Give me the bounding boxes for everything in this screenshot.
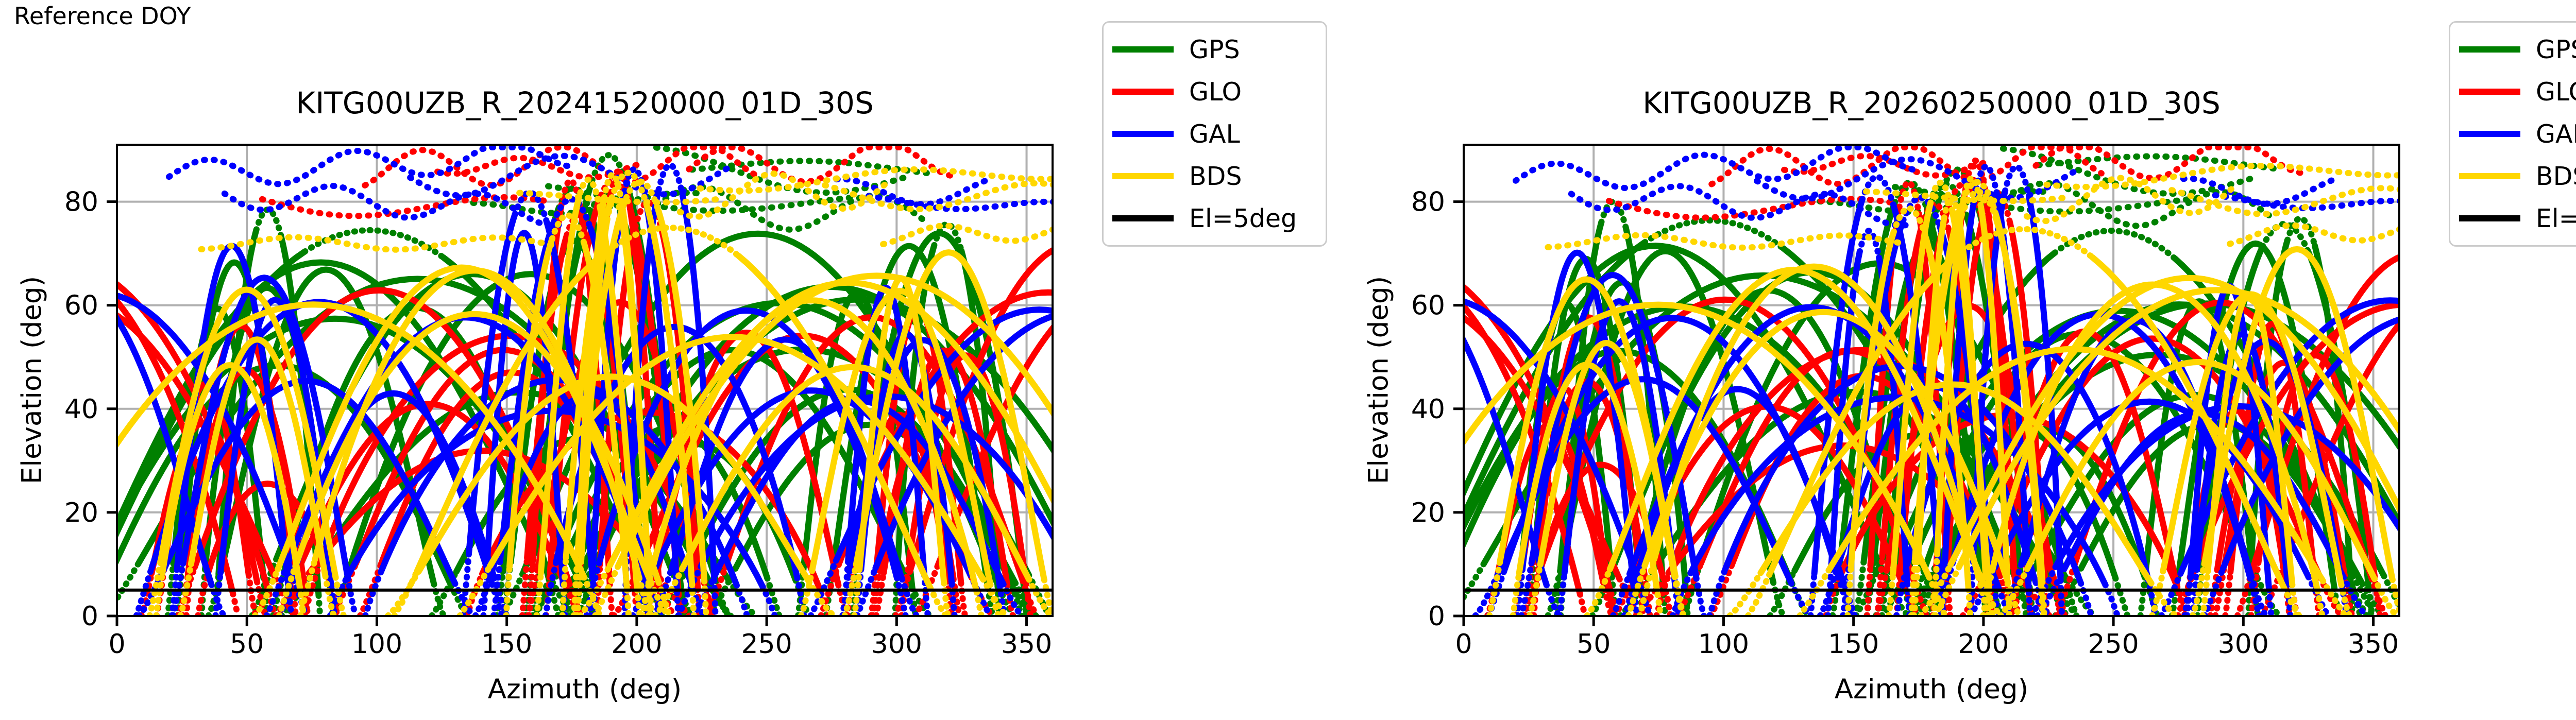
svg-text:250: 250 [741,629,792,660]
legend-item-bds: BDS [2450,155,2576,197]
legend-label: GAL [1189,119,1240,149]
legend-label: El=5deg [2536,203,2576,233]
svg-text:20: 20 [1411,498,1445,528]
svg-text:150: 150 [481,629,532,660]
legend-item-gal: GAL [1104,113,1326,155]
svg-text:350: 350 [1001,629,1052,660]
legend-swatch-icon [2459,215,2520,221]
svg-text:80: 80 [64,187,98,218]
legend-swatch-icon [1112,46,1174,53]
y-axis-label: Elevation (deg) [1363,276,1395,485]
chart-title: KITG00UZB_R_20260250000_01D_30S [1642,85,2221,121]
legend-swatch-icon [2459,173,2520,179]
legend-label: BDS [1189,161,1242,191]
svg-text:0: 0 [81,601,98,632]
svg-text:250: 250 [2088,629,2139,660]
legend-swatch-icon [2459,131,2520,137]
svg-text:300: 300 [2218,629,2269,660]
x-axis-label: Azimuth (deg) [1834,674,2029,705]
legend-label: GPS [2536,35,2576,64]
svg-text:50: 50 [230,629,264,660]
svg-text:50: 50 [1577,629,1611,660]
legend-label: BDS [2536,161,2576,191]
legend-item-glo: GLO [2450,71,2576,113]
svg-text:60: 60 [64,290,98,321]
svg-text:60: 60 [1411,290,1445,321]
legend-swatch-icon [1112,215,1174,221]
svg-text:200: 200 [1958,629,2009,660]
legend-label: GPS [1189,35,1240,64]
reference-doy-label: Reference DOY [14,2,191,30]
svg-text:0: 0 [108,629,125,660]
plot-svg-1: 0 50 100 150 200 250 300 350 0 20 40 60 80 [64,144,1054,660]
legend-label: GLO [1189,77,1242,107]
svg-text:40: 40 [1411,394,1445,425]
svg-text:0: 0 [1455,629,1472,660]
legend-swatch-icon [2459,89,2520,95]
legend-label: El=5deg [1189,203,1297,233]
legend-item-bds: BDS [1104,155,1326,197]
svg-text:350: 350 [2348,629,2399,660]
legend-swatch-icon [2459,46,2520,53]
x-axis-label: Azimuth (deg) [487,674,682,705]
legend-swatch-icon [1112,173,1174,179]
legend-item-glo: GLO [1104,71,1326,113]
svg-text:300: 300 [871,629,922,660]
chart-title: KITG00UZB_R_20241520000_01D_30S [296,85,874,121]
legend-item-el-5deg: El=5deg [1104,197,1326,239]
svg-text:80: 80 [1411,187,1445,218]
svg-text:40: 40 [64,394,98,425]
svg-text:150: 150 [1828,629,1879,660]
svg-text:100: 100 [351,629,402,660]
legend-swatch-icon [1112,131,1174,137]
svg-text:20: 20 [64,498,98,528]
legend: GPS GLO GAL BDS El=5deg [2449,21,2576,247]
svg-text:100: 100 [1698,629,1749,660]
chart-panel-2: 0 50 100 150 200 250 300 350 0 20 40 60 80 KITG00UZB… [1347,0,2576,720]
chart-panel-1: 0 50 100 150 200 250 300 350 0 20 40 60 80 KITG00UZB… [16,21,1327,705]
legend-item-el-5deg: El=5deg [2450,197,2576,239]
svg-text:0: 0 [1428,601,1445,632]
legend-item-gal: GAL [2450,113,2576,155]
legend-label: GAL [2536,119,2576,149]
legend-label: GLO [2536,77,2576,107]
legend: GPS GLO GAL BDS El=5deg [1102,21,1327,247]
svg-text:200: 200 [611,629,662,660]
y-axis-label: Elevation (deg) [16,276,48,485]
legend-item-gps: GPS [1104,28,1326,71]
plot-svg-2: 0 50 100 150 200 250 300 350 0 20 40 60 80 [1411,144,2400,660]
legend-swatch-icon [1112,89,1174,95]
legend-item-gps: GPS [2450,28,2576,71]
